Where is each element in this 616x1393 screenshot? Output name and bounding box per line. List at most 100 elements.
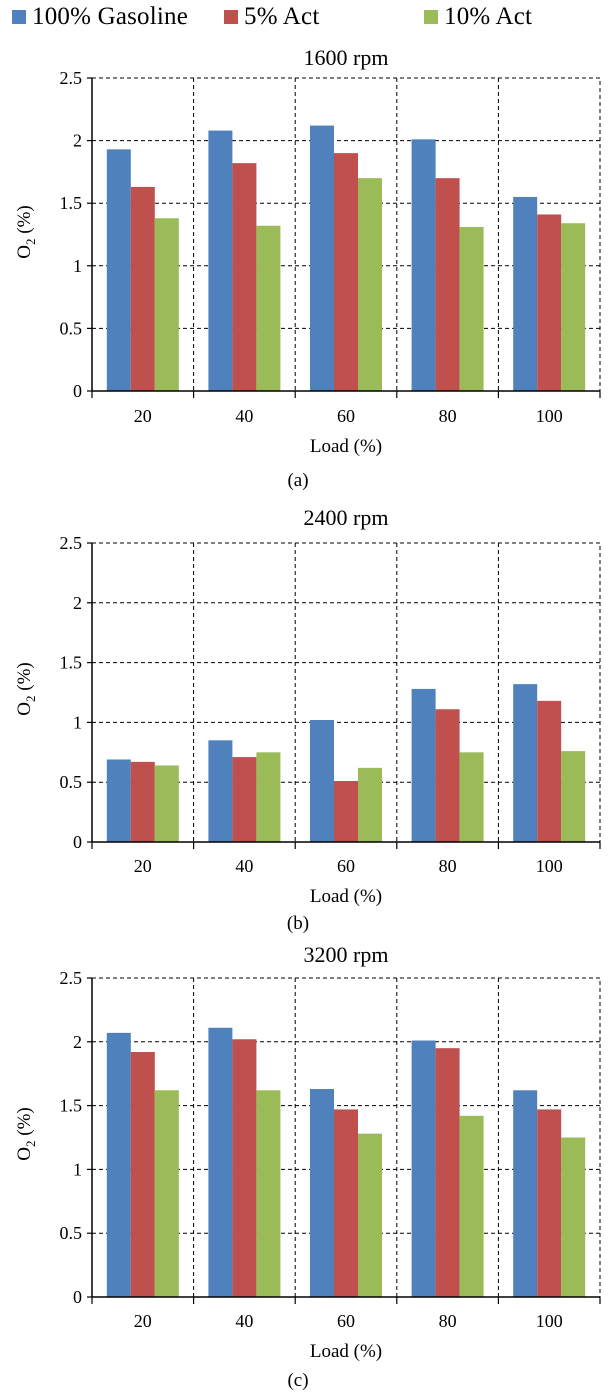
bar	[334, 781, 358, 842]
bar	[256, 225, 281, 391]
bar	[358, 178, 382, 391]
chart-title: 1600 rpm	[304, 45, 389, 70]
x-axis-label: Load (%)	[310, 886, 382, 907]
bar	[208, 130, 233, 392]
bar	[537, 214, 562, 391]
legend: 100% Gasoline 5% Act 10% Act	[0, 0, 616, 34]
y-tick-label: 0.5	[60, 1223, 83, 1243]
chart-1600rpm: 0 0.5 1 1.5 2 2.5 20 40 60 80 100 1600 rpm Load (%) O…	[14, 45, 601, 491]
x-tick-label: 40	[235, 856, 253, 876]
bar	[310, 720, 334, 842]
legend-swatch	[12, 10, 26, 24]
bar	[513, 684, 538, 842]
bar	[459, 1115, 484, 1297]
bar	[232, 1039, 257, 1297]
chart-3200rpm: 0 0.5 1 1.5 2 2.5 20 40 60 80 100 3200 rpm Load (%) O…	[14, 942, 601, 1391]
bar	[106, 759, 131, 842]
y-tick-label: 0	[73, 1287, 82, 1307]
legend-label: 100% Gasoline	[32, 3, 189, 30]
chart-title: 2400 rpm	[304, 505, 389, 530]
y-tick-label: 0	[73, 832, 82, 852]
y-tick-label: 2.5	[60, 968, 83, 988]
bar	[208, 1027, 233, 1297]
legend-label: 5% Act	[244, 3, 320, 30]
y-tick-label: 1	[73, 256, 82, 276]
y-tick-label: 0	[73, 381, 82, 401]
y-axis-label: O2 (%)	[14, 1107, 38, 1160]
x-axis-label: Load (%)	[310, 1341, 382, 1362]
bar	[513, 196, 538, 391]
bar	[561, 1137, 586, 1297]
bar	[435, 1048, 460, 1297]
x-tick-label: 80	[439, 1311, 457, 1331]
bar	[310, 125, 334, 392]
bar	[106, 149, 131, 391]
bar	[106, 1032, 131, 1297]
y-tick-label: 0.5	[60, 772, 83, 792]
bar	[435, 178, 460, 391]
figure-caption: (a)	[287, 470, 308, 491]
x-tick-label: 80	[439, 406, 457, 426]
y-tick-label: 1	[73, 1159, 82, 1179]
axes: 0 0.5 1 1.5 2 2.5 20 40 60 80 100	[60, 968, 601, 1331]
x-tick-label: 60	[337, 1311, 355, 1331]
x-tick-label: 20	[134, 856, 152, 876]
y-axis-label: O2 (%)	[14, 205, 38, 258]
bar	[537, 700, 562, 842]
bar	[537, 1109, 562, 1297]
y-tick-label: 1.5	[60, 193, 83, 213]
legend-label: 10% Act	[444, 3, 533, 30]
bars	[106, 1027, 586, 1297]
x-tick-label: 60	[337, 856, 355, 876]
y-tick-label: 1	[73, 712, 82, 732]
y-tick-label: 2.5	[60, 68, 83, 88]
y-tick-label: 2	[73, 593, 82, 613]
bars	[106, 125, 586, 392]
legend-swatch	[224, 10, 238, 24]
x-tick-label: 100	[536, 406, 563, 426]
x-tick-label: 40	[235, 1311, 253, 1331]
bar	[232, 757, 257, 842]
bar	[208, 740, 233, 842]
y-tick-label: 0.5	[60, 318, 83, 338]
bar	[459, 226, 484, 391]
bar	[459, 752, 484, 842]
x-tick-label: 40	[235, 406, 253, 426]
bar	[154, 218, 179, 391]
bar	[411, 139, 436, 391]
bar	[358, 767, 382, 842]
bar	[256, 752, 281, 842]
chart-2400rpm: 0 0.5 1 1.5 2 2.5 20 40 60 80 100 2400 rpm Load (%) O…	[14, 505, 601, 934]
y-tick-label: 1.5	[60, 653, 83, 673]
bar	[154, 765, 179, 842]
figure-caption: (b)	[287, 913, 309, 934]
bar	[513, 1090, 538, 1297]
bar	[561, 751, 586, 842]
legend-item: 5% Act	[224, 2, 320, 32]
bar	[435, 709, 460, 842]
bar	[310, 1089, 334, 1297]
y-tick-label: 2	[73, 131, 82, 151]
legend-item: 100% Gasoline	[12, 2, 188, 32]
chart-title: 3200 rpm	[304, 942, 389, 967]
x-tick-label: 60	[337, 406, 355, 426]
legend-swatch	[424, 10, 438, 24]
figure-caption: (c)	[287, 1370, 308, 1391]
bar	[411, 1040, 436, 1297]
x-tick-label: 20	[134, 406, 152, 426]
bar	[561, 223, 586, 391]
legend-item: 10% Act	[424, 2, 532, 32]
bar	[358, 1133, 382, 1297]
axes: 0 0.5 1 1.5 2 2.5 20 40 60 80 100	[60, 533, 601, 876]
bar	[334, 153, 358, 391]
bar	[130, 1052, 155, 1297]
x-tick-label: 80	[439, 856, 457, 876]
bar	[232, 163, 257, 391]
bar	[411, 688, 436, 842]
axes: 0 0.5 1 1.5 2 2.5 20 40 60 80 100	[60, 68, 601, 426]
bars	[106, 684, 586, 842]
x-tick-label: 100	[536, 856, 563, 876]
bar	[256, 1090, 281, 1297]
y-tick-label: 1.5	[60, 1096, 83, 1116]
bar	[154, 1090, 179, 1297]
